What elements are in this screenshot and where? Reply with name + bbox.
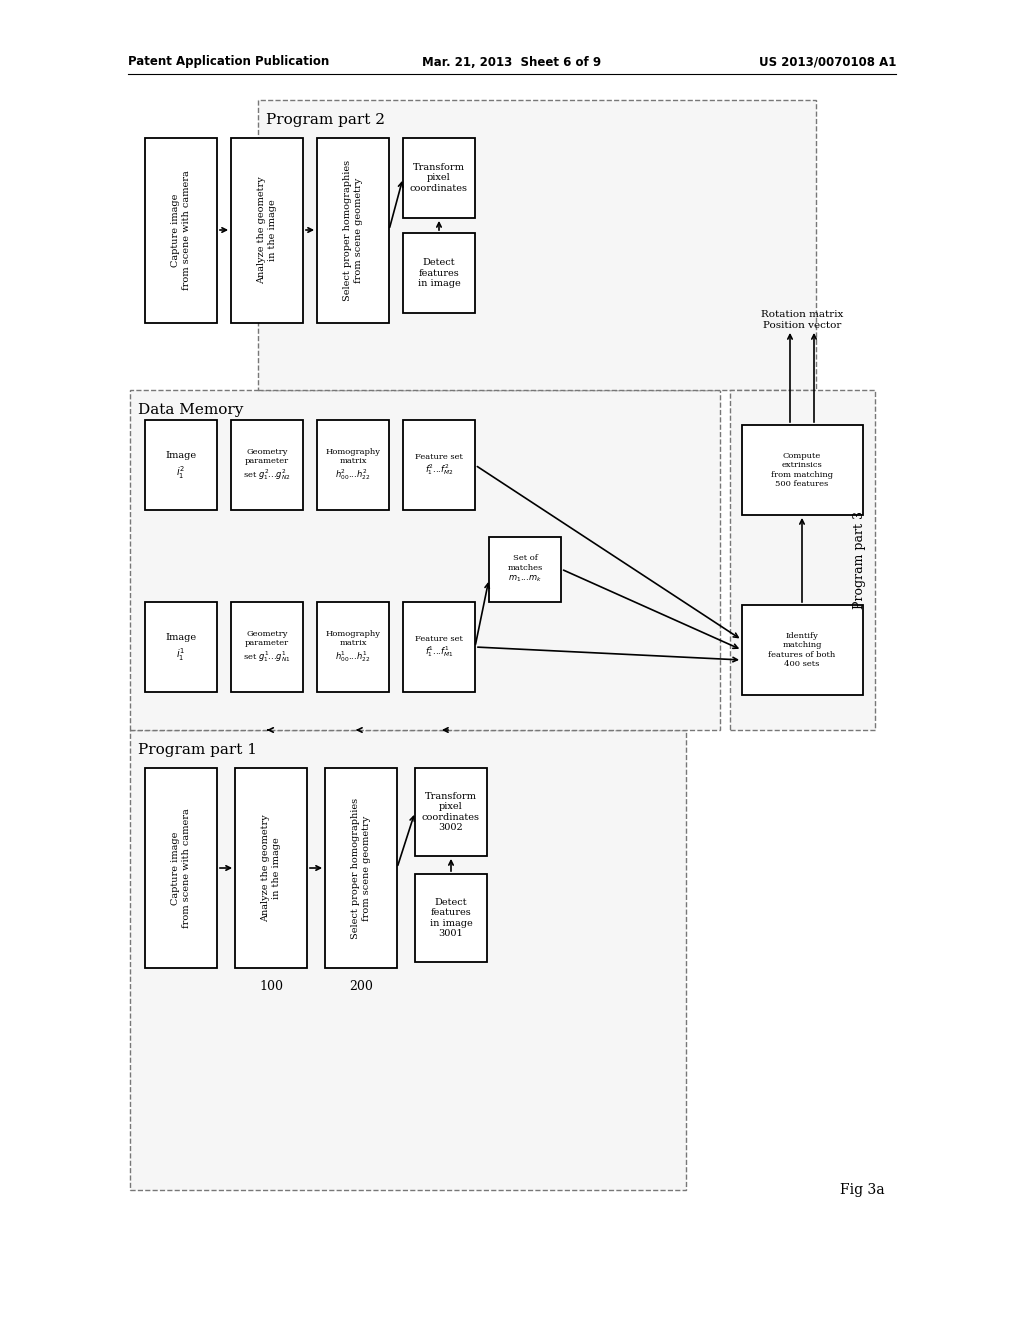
Text: US 2013/0070108 A1: US 2013/0070108 A1 — [759, 55, 896, 69]
Text: Detect
features
in image
3001: Detect features in image 3001 — [430, 898, 472, 939]
Bar — [231, 139, 303, 323]
Text: Compute
extrinsics
from matching
500 features: Compute extrinsics from matching 500 fea… — [771, 453, 834, 488]
Text: Rotation matrix
Position vector: Rotation matrix Position vector — [761, 310, 843, 330]
Text: Capture image
from scene with camera: Capture image from scene with camera — [171, 808, 190, 928]
Bar — [317, 420, 389, 510]
Bar — [130, 389, 720, 730]
Bar — [317, 139, 389, 323]
Text: Data Memory: Data Memory — [138, 403, 244, 417]
Bar — [742, 425, 863, 515]
Bar — [145, 602, 217, 692]
Bar — [415, 768, 487, 855]
Text: Identify
matching
features of both
400 sets: Identify matching features of both 400 s… — [768, 632, 836, 668]
Text: Feature set
$f^1_1$...$f^1_{M1}$: Feature set $f^1_1$...$f^1_{M1}$ — [415, 635, 463, 660]
Bar — [730, 389, 874, 730]
Bar — [403, 602, 475, 692]
Text: Geometry
parameter
set $g^1_1$...$g^1_{N1}$: Geometry parameter set $g^1_1$...$g^1_{N… — [243, 630, 291, 664]
Text: Homography
matrix
$h^2_{00}$...$h^2_{22}$: Homography matrix $h^2_{00}$...$h^2_{22}… — [326, 447, 381, 482]
Text: $i^1_1$: $i^1_1$ — [176, 647, 185, 664]
Bar — [234, 768, 307, 968]
Bar — [325, 768, 397, 968]
Bar — [415, 874, 487, 962]
Text: 100: 100 — [259, 979, 283, 993]
Bar — [317, 602, 389, 692]
Text: Select proper homographies
from scene geometry: Select proper homographies from scene ge… — [351, 797, 371, 939]
Bar — [742, 605, 863, 696]
Text: Homography
matrix
$h^1_{00}$...$h^1_{22}$: Homography matrix $h^1_{00}$...$h^1_{22}… — [326, 630, 381, 664]
Text: Mar. 21, 2013  Sheet 6 of 9: Mar. 21, 2013 Sheet 6 of 9 — [423, 55, 601, 69]
Text: Patent Application Publication: Patent Application Publication — [128, 55, 330, 69]
Bar — [145, 139, 217, 323]
Text: $i^2_1$: $i^2_1$ — [176, 465, 185, 482]
Bar — [145, 768, 217, 968]
Text: Detect
features
in image: Detect features in image — [418, 259, 461, 288]
Bar — [231, 420, 303, 510]
Text: Image: Image — [166, 450, 197, 459]
Bar — [258, 100, 816, 389]
Text: Transform
pixel
coordinates
3002: Transform pixel coordinates 3002 — [422, 792, 480, 832]
Bar — [145, 420, 217, 510]
Bar — [403, 420, 475, 510]
Text: Transform
pixel
coordinates: Transform pixel coordinates — [410, 164, 468, 193]
Bar — [231, 602, 303, 692]
Bar — [403, 139, 475, 218]
Text: Image: Image — [166, 632, 197, 642]
Text: Geometry
parameter
set $g^2_1$...$g^2_{N2}$: Geometry parameter set $g^2_1$...$g^2_{N… — [243, 447, 291, 482]
Text: Set of
matches
$m_1$...$m_k$: Set of matches $m_1$...$m_k$ — [507, 554, 543, 583]
Text: Select proper homographies
from scene geometry: Select proper homographies from scene ge… — [343, 160, 362, 301]
Text: 200: 200 — [349, 979, 373, 993]
Text: Fig 3a: Fig 3a — [840, 1183, 885, 1197]
Text: Program part 2: Program part 2 — [266, 114, 385, 127]
Text: Capture image
from scene with camera: Capture image from scene with camera — [171, 170, 190, 290]
Bar — [130, 730, 686, 1191]
Text: Analyze the geometry
in the image: Analyze the geometry in the image — [261, 814, 281, 921]
Bar — [489, 537, 561, 602]
Text: Program part 3: Program part 3 — [853, 511, 865, 609]
Text: Program part 1: Program part 1 — [138, 743, 257, 756]
Text: Feature set
$f^2_1$...$f^2_{M2}$: Feature set $f^2_1$...$f^2_{M2}$ — [415, 453, 463, 478]
Bar — [403, 234, 475, 313]
Text: Analyze the geometry
in the image: Analyze the geometry in the image — [257, 176, 276, 284]
